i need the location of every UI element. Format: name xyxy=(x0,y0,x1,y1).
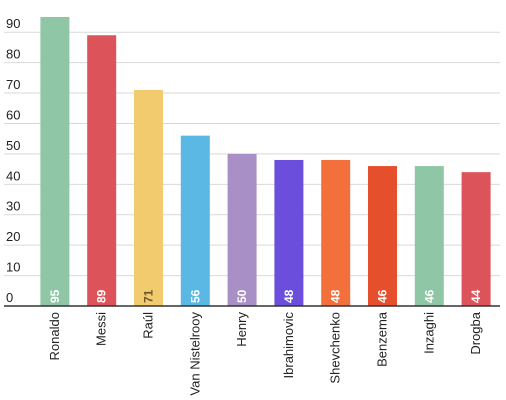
y-tick-label: 90 xyxy=(6,16,20,31)
bar-van-nistelrooy xyxy=(180,135,210,306)
bar-henry xyxy=(227,153,257,306)
bar-value-label: 44 xyxy=(469,289,483,303)
bar-value-label: 48 xyxy=(329,289,343,303)
y-tick-label: 10 xyxy=(6,260,20,275)
bar-drogba xyxy=(461,172,491,306)
category-label: Ibrahimovic xyxy=(281,312,296,379)
y-tick-label: 0 xyxy=(6,290,13,305)
category-label: Henry xyxy=(234,312,249,347)
category-label: Raúl xyxy=(141,312,156,339)
bar-shevchenko xyxy=(321,159,351,306)
category-label: Benzema xyxy=(375,311,390,367)
bar-benzema xyxy=(368,166,397,306)
category-label: Shevchenko xyxy=(328,312,343,384)
y-tick-label: 30 xyxy=(6,199,20,214)
y-tick-label: 60 xyxy=(6,107,20,122)
category-labels: Ronaldo Messi Raúl Van Nistelrooy Henry Ibrah… xyxy=(47,311,483,395)
bar-value-label: 89 xyxy=(95,289,109,303)
y-axis-ticks: 0 10 20 30 40 50 60 70 80 90 xyxy=(6,16,20,305)
bar-ra-l xyxy=(134,90,163,306)
y-tick-label: 40 xyxy=(6,168,20,183)
bars: 95 89 71 56 50 48 48 46 46 44 xyxy=(40,17,491,307)
category-label: Ronaldo xyxy=(47,312,62,360)
bar-value-label: 71 xyxy=(142,289,156,303)
bar-value-label: 46 xyxy=(376,289,390,303)
category-label: Drogba xyxy=(468,311,483,354)
bar-messi xyxy=(87,35,117,307)
bar-value-label: 50 xyxy=(235,289,249,303)
y-tick-label: 20 xyxy=(6,229,20,244)
bar-value-label: 56 xyxy=(188,289,202,303)
y-tick-label: 50 xyxy=(6,138,20,153)
bar-ronaldo xyxy=(40,17,70,306)
y-tick-label: 70 xyxy=(6,77,20,92)
bar-ibrahimovic xyxy=(274,159,304,306)
y-tick-label: 80 xyxy=(6,47,20,62)
category-label: Messi xyxy=(94,312,109,346)
category-label: Van Nistelrooy xyxy=(187,312,202,396)
bar-inzaghi xyxy=(414,166,444,306)
bar-value-label: 48 xyxy=(282,289,296,303)
category-label: Inzaghi xyxy=(421,312,436,354)
bar-value-label: 46 xyxy=(422,289,436,303)
bar-value-label: 95 xyxy=(48,289,62,303)
